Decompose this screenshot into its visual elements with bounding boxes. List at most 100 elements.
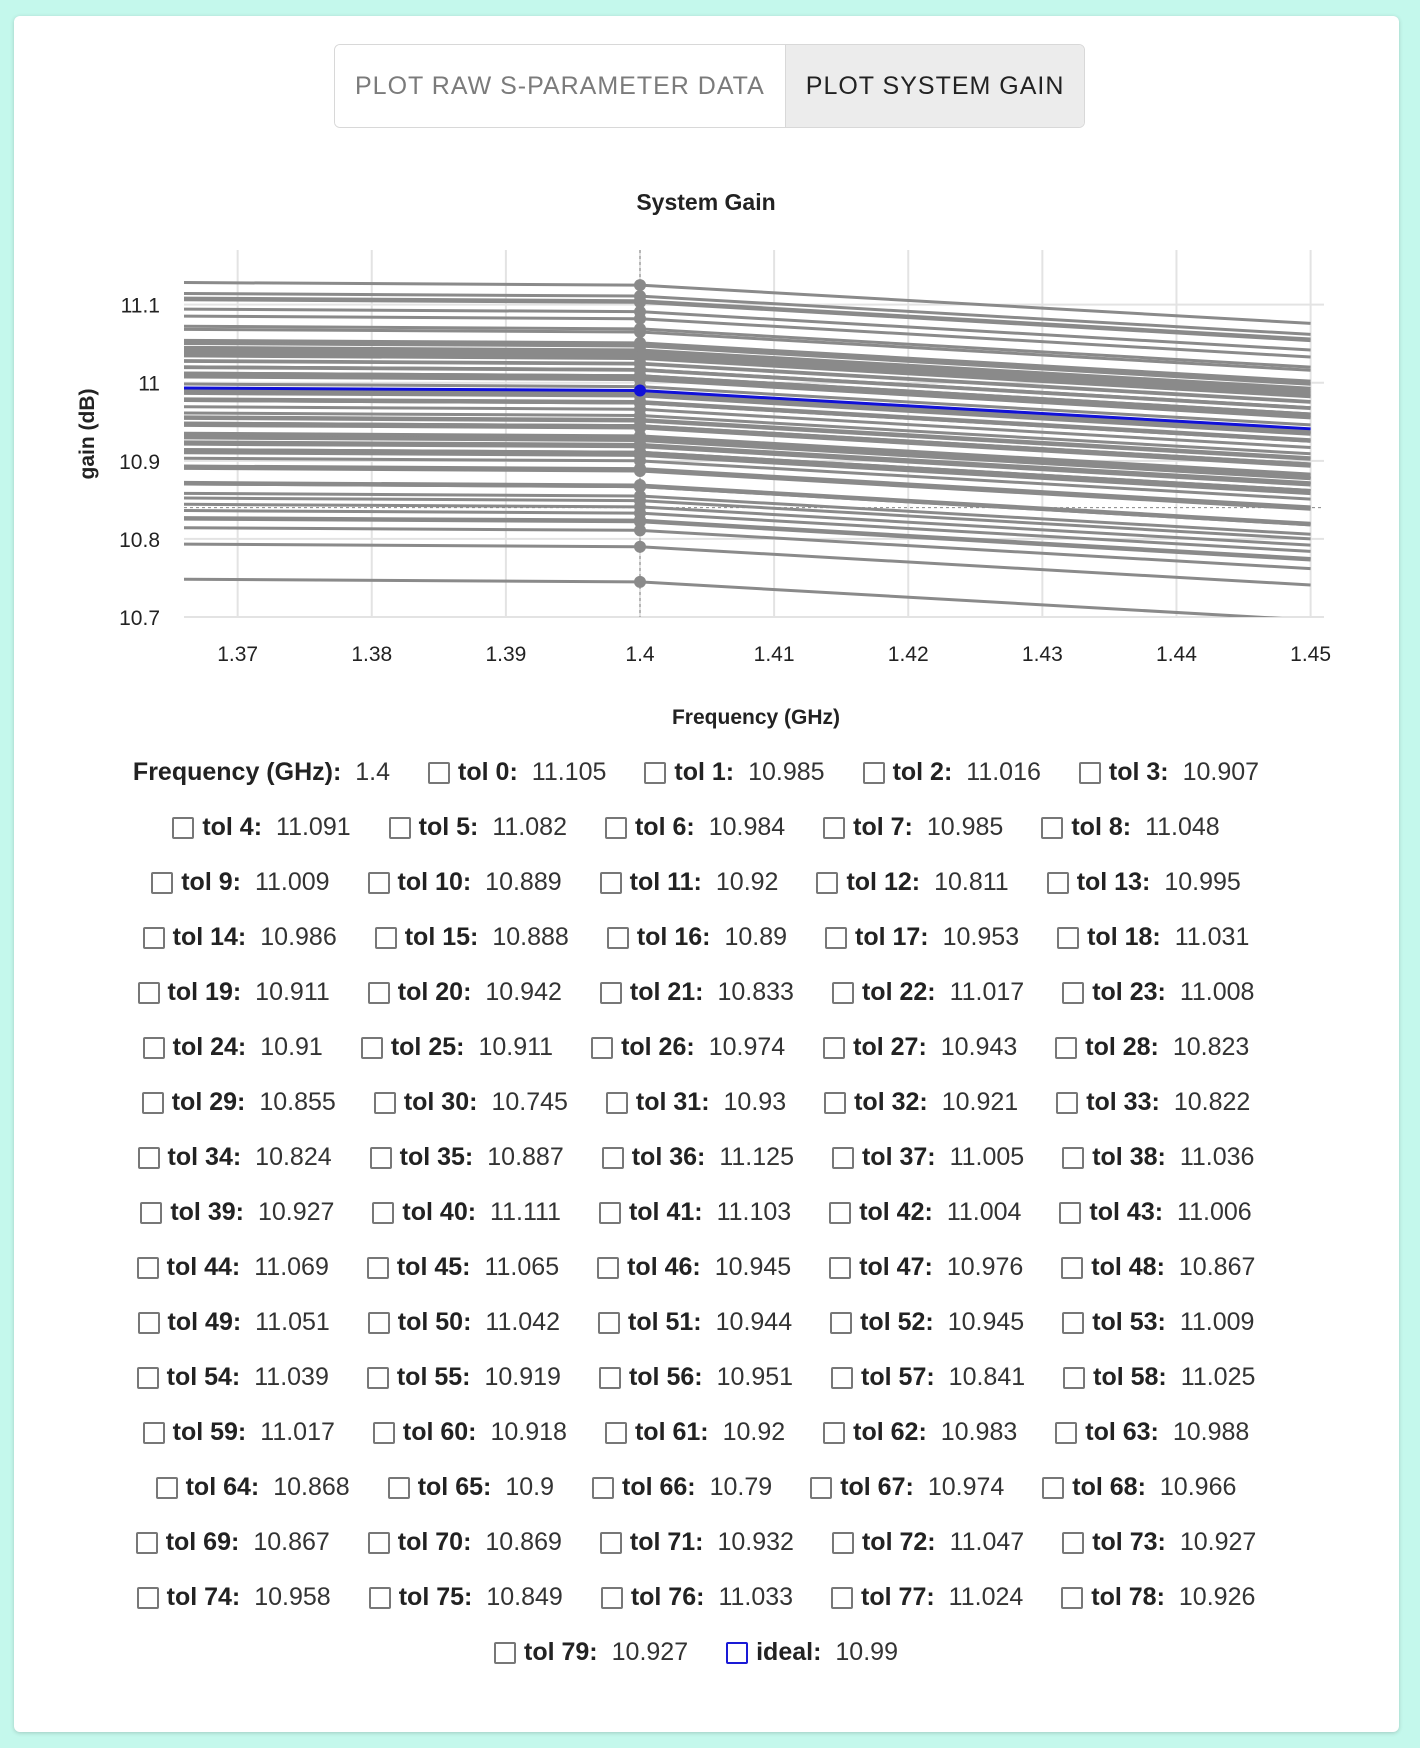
tol-checkbox[interactable]: [862, 761, 885, 784]
tol-checkbox[interactable]: [1062, 981, 1085, 1004]
tol-checkbox[interactable]: [823, 816, 846, 839]
tol-checkbox[interactable]: [1078, 761, 1101, 784]
tol-checkbox[interactable]: [141, 1091, 164, 1114]
tol-45-point[interactable]: [634, 325, 646, 338]
tol-77-point[interactable]: [634, 358, 646, 371]
tol-checkbox[interactable]: [831, 1531, 854, 1554]
tol-74-point[interactable]: [634, 409, 646, 422]
tol-checkbox[interactable]: [829, 1256, 852, 1279]
tol-checkbox[interactable]: [428, 761, 451, 784]
tol-checkbox[interactable]: [600, 1586, 623, 1609]
tol-checkbox[interactable]: [374, 926, 397, 949]
tol-checkbox[interactable]: [1041, 816, 1064, 839]
tol-checkbox[interactable]: [604, 1421, 627, 1444]
tol-checkbox[interactable]: [597, 1256, 620, 1279]
tol-checkbox[interactable]: [366, 1256, 389, 1279]
tol-checkbox[interactable]: [136, 1586, 159, 1609]
tol-70-point[interactable]: [634, 479, 646, 492]
tol-checkbox[interactable]: [1063, 1366, 1086, 1389]
plot-system-gain-button[interactable]: PLOT SYSTEM GAIN: [784, 45, 1085, 127]
tol-checkbox[interactable]: [1055, 1421, 1078, 1444]
plot-raw-sparam-button[interactable]: PLOT RAW S-PARAMETER DATA: [335, 45, 785, 127]
tol-checkbox[interactable]: [824, 1091, 847, 1114]
tol-checkbox[interactable]: [155, 1476, 178, 1499]
tol-35-point[interactable]: [634, 464, 646, 477]
tol-checkbox[interactable]: [831, 1146, 854, 1169]
tol-checkbox[interactable]: [823, 1036, 846, 1059]
tol-checkbox[interactable]: [1059, 1201, 1082, 1224]
tol-checkbox[interactable]: [360, 1036, 383, 1059]
ideal-point[interactable]: [634, 384, 646, 397]
tol-checkbox[interactable]: [598, 1201, 621, 1224]
tol-checkbox[interactable]: [829, 1201, 852, 1224]
tol-checkbox[interactable]: [1061, 1586, 1084, 1609]
tol-checkbox[interactable]: [598, 1311, 621, 1334]
tol-checkbox[interactable]: [366, 1366, 389, 1389]
tol-checkbox[interactable]: [830, 1311, 853, 1334]
tol-checkbox[interactable]: [601, 1146, 624, 1169]
tol-checkbox[interactable]: [367, 1311, 390, 1334]
tol-checkbox[interactable]: [605, 1091, 628, 1114]
tol-checkbox[interactable]: [810, 1476, 833, 1499]
tol-checkbox[interactable]: [136, 1256, 159, 1279]
tol-checkbox[interactable]: [604, 816, 627, 839]
tol-75-point[interactable]: [634, 494, 646, 507]
tol-checkbox[interactable]: [372, 1201, 395, 1224]
tol-checkbox[interactable]: [592, 1476, 614, 1499]
tol-checkbox[interactable]: [368, 1586, 391, 1609]
tol-66-point[interactable]: [634, 540, 646, 553]
tol-checkbox[interactable]: [494, 1641, 517, 1664]
tol-checkbox[interactable]: [1057, 926, 1080, 949]
tol-checkbox[interactable]: [151, 871, 174, 894]
tol-5-point[interactable]: [634, 312, 646, 325]
tol-checkbox[interactable]: [172, 816, 195, 839]
tol-65-point[interactable]: [634, 454, 646, 467]
tol-checkbox[interactable]: [372, 1421, 395, 1444]
tol-checkbox[interactable]: [142, 1036, 165, 1059]
tol-12-point[interactable]: [634, 524, 646, 537]
tol-checkbox[interactable]: [136, 1366, 159, 1389]
tol-checkbox[interactable]: [137, 1146, 160, 1169]
tol-checkbox[interactable]: [644, 761, 667, 784]
tol-checkbox[interactable]: [823, 1421, 846, 1444]
tol-checkbox[interactable]: [825, 926, 848, 949]
tol-checkbox[interactable]: [367, 981, 390, 1004]
tol-checkbox[interactable]: [606, 926, 629, 949]
tol-checkbox[interactable]: [388, 816, 411, 839]
tol-checkbox[interactable]: [367, 1531, 390, 1554]
tol-checkbox[interactable]: [142, 926, 165, 949]
tol-checkbox[interactable]: [831, 981, 854, 1004]
tol-checkbox[interactable]: [1056, 1091, 1079, 1114]
tol-checkbox[interactable]: [1055, 1036, 1078, 1059]
tol-checkbox[interactable]: [599, 981, 622, 1004]
tol-41-point[interactable]: [634, 296, 646, 309]
tol-checkbox[interactable]: [369, 1146, 392, 1169]
tol-checkbox[interactable]: [140, 1201, 163, 1224]
tol-checkbox[interactable]: [1061, 1256, 1084, 1279]
tol-checkbox[interactable]: [1042, 1476, 1065, 1499]
tol-checkbox[interactable]: [831, 1366, 854, 1389]
tol-checkbox[interactable]: [1062, 1311, 1085, 1334]
tol-checkbox[interactable]: [1062, 1146, 1085, 1169]
tol-checkbox[interactable]: [599, 1531, 622, 1554]
tol-checkbox[interactable]: [367, 871, 390, 894]
tol-checkbox[interactable]: [387, 1476, 410, 1499]
tol-79-point[interactable]: [634, 433, 646, 446]
tol-checkbox[interactable]: [137, 1311, 160, 1334]
tol-checkbox[interactable]: [137, 981, 160, 1004]
tol-checkbox[interactable]: [816, 871, 839, 894]
tol-72-point[interactable]: [634, 340, 646, 353]
tol-checkbox[interactable]: [142, 1421, 165, 1444]
tol-checkbox[interactable]: [373, 1091, 396, 1114]
tol-34-point[interactable]: [634, 514, 646, 527]
tol-36-point[interactable]: [634, 279, 646, 292]
tol-checkbox[interactable]: [1062, 1531, 1085, 1554]
tol-checkbox[interactable]: [599, 871, 622, 894]
tol-30-point[interactable]: [634, 575, 646, 588]
tol-checkbox[interactable]: [831, 1586, 854, 1609]
tol-checkbox[interactable]: [598, 1366, 621, 1389]
tol-checkbox[interactable]: [591, 1036, 614, 1059]
tol-checkbox[interactable]: [1046, 871, 1069, 894]
system-gain-chart[interactable]: System Gain 1.37 1.38 1.39 1.4 1.41 1.42 1.43 1…: [0, 0, 1420, 760]
ideal-checkbox[interactable]: [726, 1641, 749, 1664]
